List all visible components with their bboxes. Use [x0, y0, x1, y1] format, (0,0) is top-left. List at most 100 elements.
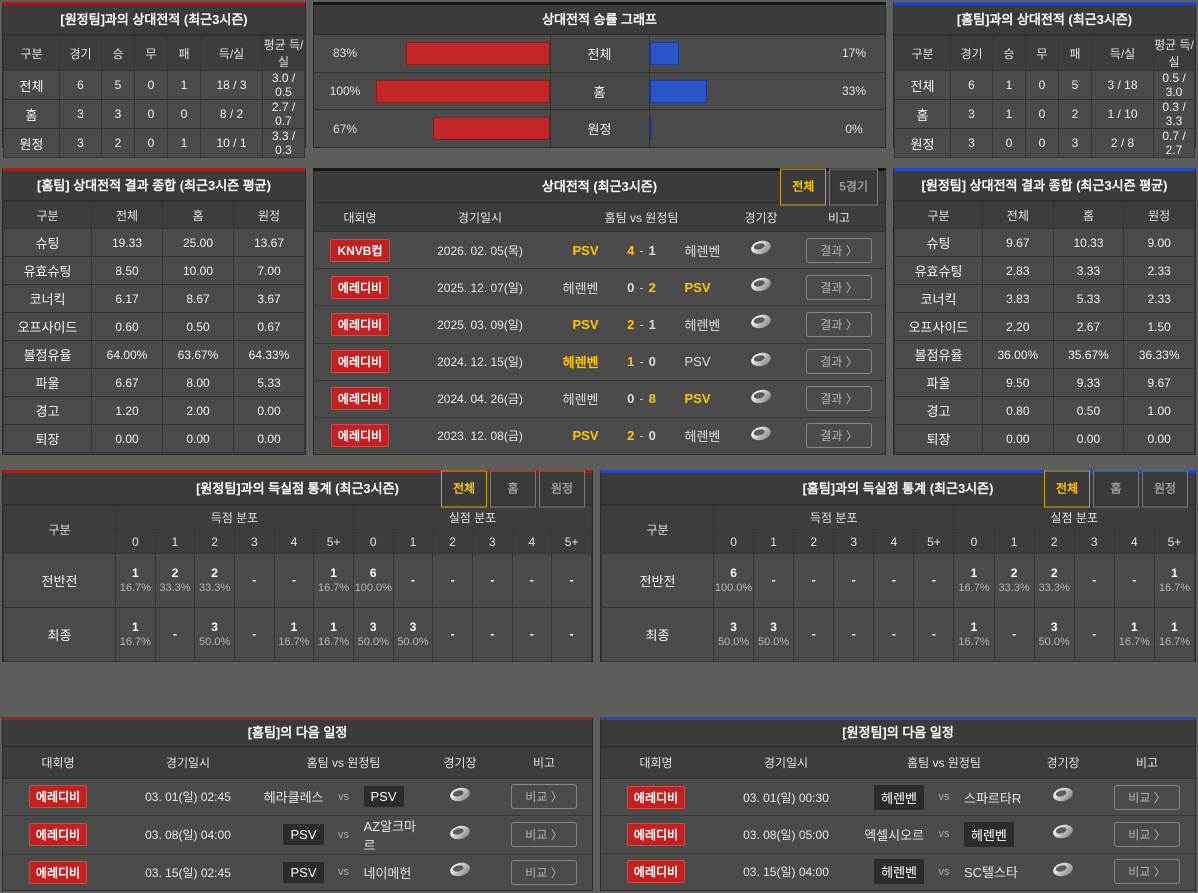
bin-header: 4 — [1113, 529, 1155, 554]
stadium-icon[interactable] — [749, 313, 773, 331]
cell: 2 — [1058, 99, 1092, 129]
result-button[interactable]: 결과 〉 — [806, 349, 872, 375]
winrate-rows: 83% 전체 17% 100% 홈 33% 67% 원정 0% — [314, 35, 885, 148]
match-table-header: 대회명 경기일시 홈팀 vs 원정팀 경기장 비고 — [314, 203, 885, 232]
col-header: 승 — [992, 35, 1026, 71]
cell: 3 50.0% — [352, 607, 394, 662]
cell: - — [753, 553, 795, 608]
cell: 36.00% — [982, 340, 1054, 369]
cell: - — [793, 553, 835, 608]
row-label: 유효슈팅 — [894, 256, 983, 285]
col-header: 홈 — [1052, 201, 1125, 229]
cell: 0.00 — [1052, 424, 1125, 453]
match-datetime: 03. 08(일) 05:00 — [743, 827, 829, 842]
match-datetime: 03. 15(일) 04:00 — [743, 865, 829, 880]
score-separator: - — [639, 391, 644, 407]
panel-summary-away: [원정팀] 상대전적 결과 종합 (최근3시즌 평균) 구분 전체 홈 원정 슈팅 9.… — [893, 168, 1196, 455]
cell: 1 16.7% — [313, 553, 354, 608]
away-team-name: PSV — [684, 279, 711, 295]
score-separator: - — [639, 354, 644, 370]
col-header: 구분 — [3, 35, 60, 71]
result-button[interactable]: 결과 〉 — [806, 423, 872, 449]
match-datetime: 2025. 03. 09(일) — [437, 317, 523, 332]
result-button[interactable]: 결과 〉 — [806, 311, 872, 337]
row-label: 슈팅 — [894, 228, 983, 257]
vs-label: vs — [338, 866, 349, 879]
tab-all[interactable]: 전체 — [1044, 470, 1090, 507]
table-row: 경고 1.20 2.00 0.00 — [3, 396, 305, 425]
home-team-name: 헤렌벤 — [861, 784, 924, 810]
tab-home[interactable]: 홈 — [1093, 470, 1139, 507]
compare-button[interactable]: 비교 〉 — [511, 859, 577, 885]
table-row: 유효슈팅 2.83 3.33 2.33 — [894, 256, 1195, 285]
col-header: 전체 — [982, 201, 1054, 229]
col-header-datetime: 경기일시 — [457, 210, 503, 225]
match-filter-tabs: 전체 5경기 — [780, 168, 878, 205]
result-button[interactable]: 결과 〉 — [806, 386, 872, 412]
league-badge: 에레디비 — [330, 350, 390, 374]
tab-home[interactable]: 홈 — [490, 470, 536, 507]
stadium-icon[interactable] — [749, 276, 773, 294]
result-button[interactable]: 결과 〉 — [806, 237, 872, 263]
cell: 2.20 — [982, 312, 1054, 341]
stadium-icon[interactable] — [749, 387, 773, 405]
stadium-icon[interactable] — [749, 350, 773, 368]
stadium-icon[interactable] — [749, 424, 773, 443]
tab-all[interactable]: 전체 — [780, 168, 827, 205]
cell: 2.83 — [982, 256, 1054, 285]
stadium-icon[interactable] — [1051, 785, 1075, 804]
row-label: 코너킥 — [894, 284, 983, 313]
tab-away[interactable]: 원정 — [539, 470, 585, 507]
away-team-name: PSV — [363, 786, 425, 808]
cell: 6.67 — [91, 368, 163, 397]
row-label: 원정 — [3, 128, 60, 158]
cell: 0.00 — [91, 424, 163, 453]
home-team-name: 헤렌벤 — [562, 355, 599, 371]
match-datetime: 2023. 12. 08(금) — [437, 429, 523, 444]
cell: 3 — [59, 99, 102, 129]
col-header-teams: 홈팀 vs 원정팀 — [604, 210, 679, 225]
league-badge: 에레디비 — [28, 785, 88, 809]
stadium-icon[interactable] — [749, 238, 773, 257]
cell: 0 — [1025, 70, 1059, 100]
compare-button[interactable]: 비교 〉 — [511, 784, 577, 810]
result-button[interactable]: 결과 〉 — [806, 274, 872, 300]
compare-button[interactable]: 비교 〉 — [1114, 784, 1180, 810]
stadium-icon[interactable] — [448, 823, 472, 841]
table-row: 전체 6 1 0 5 3 / 18 0.5 / 3.0 — [894, 70, 1195, 100]
tab-all[interactable]: 전체 — [441, 470, 487, 507]
bin-header: 1 — [154, 529, 196, 554]
cell: 2.33 — [1123, 284, 1195, 313]
vs-label: vs — [338, 790, 349, 803]
stadium-icon[interactable] — [1051, 860, 1075, 879]
stadium-icon[interactable] — [1051, 823, 1075, 841]
stadium-icon[interactable] — [448, 785, 472, 803]
compare-button[interactable]: 비교 〉 — [1114, 859, 1180, 885]
table-row: 유효슈팅 8.50 10.00 7.00 — [3, 256, 305, 285]
row-label: 홈 — [549, 72, 650, 110]
home-team-name: 헤렌벤 — [562, 392, 599, 408]
cell: 2.7 / 0.7 — [262, 99, 305, 129]
cell: 3 50.0% — [392, 607, 434, 662]
table-header-row: 구분 전체 홈 원정 — [894, 201, 1195, 229]
schedule-row-item: 에레디비 03. 15(일) 04:00 헤렌벤 vs SC텔스타 비교 〉 — [601, 853, 1195, 890]
home-bar-track — [376, 35, 550, 72]
cell: 8.67 — [162, 284, 234, 313]
home-win-bar — [433, 117, 550, 141]
match-score: 0-8 — [627, 391, 656, 407]
home-team-name: 헤렌벤 — [861, 859, 924, 885]
cell: 6.17 — [91, 284, 163, 313]
cell: 2.33 — [1123, 256, 1195, 285]
col-header-datetime: 경기일시 — [165, 756, 211, 770]
goals-vs-away-table: 구분 득점 분포 실점 분포 0 1 2 3 4 5+ 0 1 2 3 4 5+ 전반전 1 16.7… — [3, 505, 593, 662]
compare-button[interactable]: 비교 〉 — [511, 822, 577, 847]
tab-last5[interactable]: 5경기 — [829, 168, 878, 205]
compare-button[interactable]: 비교 〉 — [1114, 821, 1180, 847]
stadium-icon[interactable] — [448, 861, 472, 879]
cell: 8.00 — [162, 368, 234, 397]
panel-title: [홈팀]과의 득실점 통계 (최근3시즌) 전체 홈 원정 — [601, 470, 1195, 507]
tab-away[interactable]: 원정 — [1142, 470, 1188, 507]
bin-header: 0 — [712, 529, 755, 554]
league-badge: 에레디비 — [28, 823, 88, 846]
